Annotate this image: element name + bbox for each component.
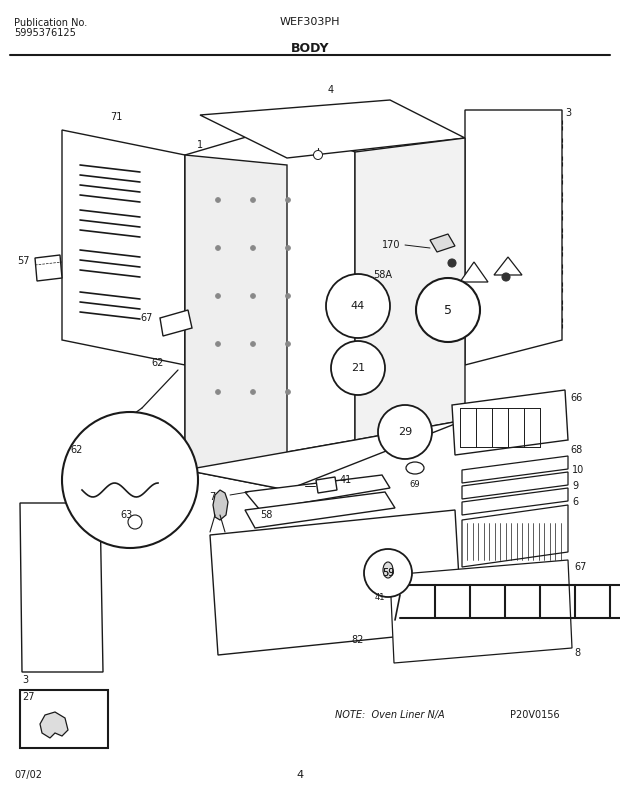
Circle shape bbox=[285, 293, 291, 298]
Text: 62: 62 bbox=[70, 445, 82, 455]
Polygon shape bbox=[88, 447, 118, 478]
Polygon shape bbox=[462, 456, 568, 483]
Text: 63: 63 bbox=[120, 510, 132, 520]
Text: 21: 21 bbox=[351, 363, 365, 373]
Text: 3: 3 bbox=[565, 108, 571, 118]
Polygon shape bbox=[35, 255, 62, 281]
Circle shape bbox=[416, 278, 480, 342]
Polygon shape bbox=[185, 420, 465, 490]
Text: 7: 7 bbox=[209, 492, 215, 502]
Polygon shape bbox=[213, 490, 228, 520]
Polygon shape bbox=[40, 712, 68, 738]
Polygon shape bbox=[462, 488, 568, 515]
Circle shape bbox=[285, 197, 291, 202]
Circle shape bbox=[285, 342, 291, 347]
Polygon shape bbox=[62, 130, 185, 365]
Text: WEF303PH: WEF303PH bbox=[280, 17, 340, 27]
Text: 69: 69 bbox=[410, 480, 420, 489]
Circle shape bbox=[502, 273, 510, 281]
Circle shape bbox=[448, 259, 456, 267]
Circle shape bbox=[285, 246, 291, 251]
Text: 29: 29 bbox=[398, 427, 412, 437]
Text: 8: 8 bbox=[574, 648, 580, 658]
Text: 67: 67 bbox=[574, 562, 587, 572]
Text: 68: 68 bbox=[570, 445, 582, 455]
Text: 71: 71 bbox=[110, 112, 122, 122]
Text: 58: 58 bbox=[260, 510, 272, 520]
Polygon shape bbox=[185, 155, 287, 490]
Text: 66: 66 bbox=[570, 393, 582, 403]
Polygon shape bbox=[452, 390, 568, 455]
Polygon shape bbox=[245, 475, 390, 510]
Circle shape bbox=[216, 293, 221, 298]
Text: 58A: 58A bbox=[373, 270, 392, 280]
Text: 59: 59 bbox=[382, 568, 394, 578]
Circle shape bbox=[250, 342, 255, 347]
Text: 82: 82 bbox=[352, 635, 364, 645]
Text: 5995376125: 5995376125 bbox=[14, 28, 76, 38]
Text: 59: 59 bbox=[382, 568, 394, 578]
Text: 10: 10 bbox=[572, 465, 584, 475]
Text: 1: 1 bbox=[197, 140, 203, 150]
Text: 44: 44 bbox=[351, 301, 365, 311]
Polygon shape bbox=[462, 472, 568, 499]
Text: 3: 3 bbox=[22, 675, 28, 685]
Text: P20V0156: P20V0156 bbox=[510, 710, 560, 720]
Circle shape bbox=[326, 274, 390, 338]
Text: NOTE:  Oven Liner N/A: NOTE: Oven Liner N/A bbox=[335, 710, 445, 720]
Polygon shape bbox=[390, 560, 572, 663]
Circle shape bbox=[216, 197, 221, 202]
Text: 9: 9 bbox=[572, 481, 578, 491]
Text: 57: 57 bbox=[17, 256, 30, 266]
Polygon shape bbox=[355, 138, 465, 440]
Text: eReplacementParts.com: eReplacementParts.com bbox=[222, 393, 358, 403]
Text: 5: 5 bbox=[444, 304, 452, 316]
Polygon shape bbox=[185, 125, 355, 470]
Text: 41: 41 bbox=[374, 593, 385, 603]
Polygon shape bbox=[200, 100, 465, 158]
Text: 07/02: 07/02 bbox=[14, 770, 42, 780]
Polygon shape bbox=[160, 310, 192, 336]
Text: 41: 41 bbox=[340, 475, 352, 485]
Polygon shape bbox=[494, 257, 522, 275]
Polygon shape bbox=[465, 110, 562, 365]
Polygon shape bbox=[20, 690, 108, 748]
Text: Publication No.: Publication No. bbox=[14, 18, 87, 28]
Text: 62: 62 bbox=[152, 358, 164, 368]
Text: 67: 67 bbox=[141, 313, 153, 323]
Circle shape bbox=[250, 293, 255, 298]
Polygon shape bbox=[430, 234, 455, 252]
Circle shape bbox=[285, 389, 291, 394]
Text: BODY: BODY bbox=[291, 42, 329, 55]
Circle shape bbox=[364, 549, 412, 597]
Text: 4: 4 bbox=[328, 85, 334, 95]
Text: 170: 170 bbox=[381, 240, 400, 250]
Text: 27: 27 bbox=[22, 692, 35, 702]
Circle shape bbox=[250, 389, 255, 394]
Text: 6: 6 bbox=[572, 497, 578, 507]
Ellipse shape bbox=[383, 562, 393, 578]
Ellipse shape bbox=[406, 462, 424, 474]
Polygon shape bbox=[245, 492, 395, 528]
Polygon shape bbox=[210, 510, 462, 655]
Circle shape bbox=[331, 341, 385, 395]
Circle shape bbox=[216, 246, 221, 251]
Circle shape bbox=[216, 389, 221, 394]
Polygon shape bbox=[460, 262, 488, 282]
Circle shape bbox=[62, 412, 198, 548]
Circle shape bbox=[250, 246, 255, 251]
Circle shape bbox=[216, 342, 221, 347]
Circle shape bbox=[378, 405, 432, 459]
Polygon shape bbox=[462, 505, 568, 567]
Text: 4: 4 bbox=[296, 770, 304, 780]
Polygon shape bbox=[20, 503, 103, 672]
Polygon shape bbox=[316, 477, 337, 493]
Circle shape bbox=[250, 197, 255, 202]
Circle shape bbox=[128, 515, 142, 529]
Circle shape bbox=[314, 151, 322, 159]
